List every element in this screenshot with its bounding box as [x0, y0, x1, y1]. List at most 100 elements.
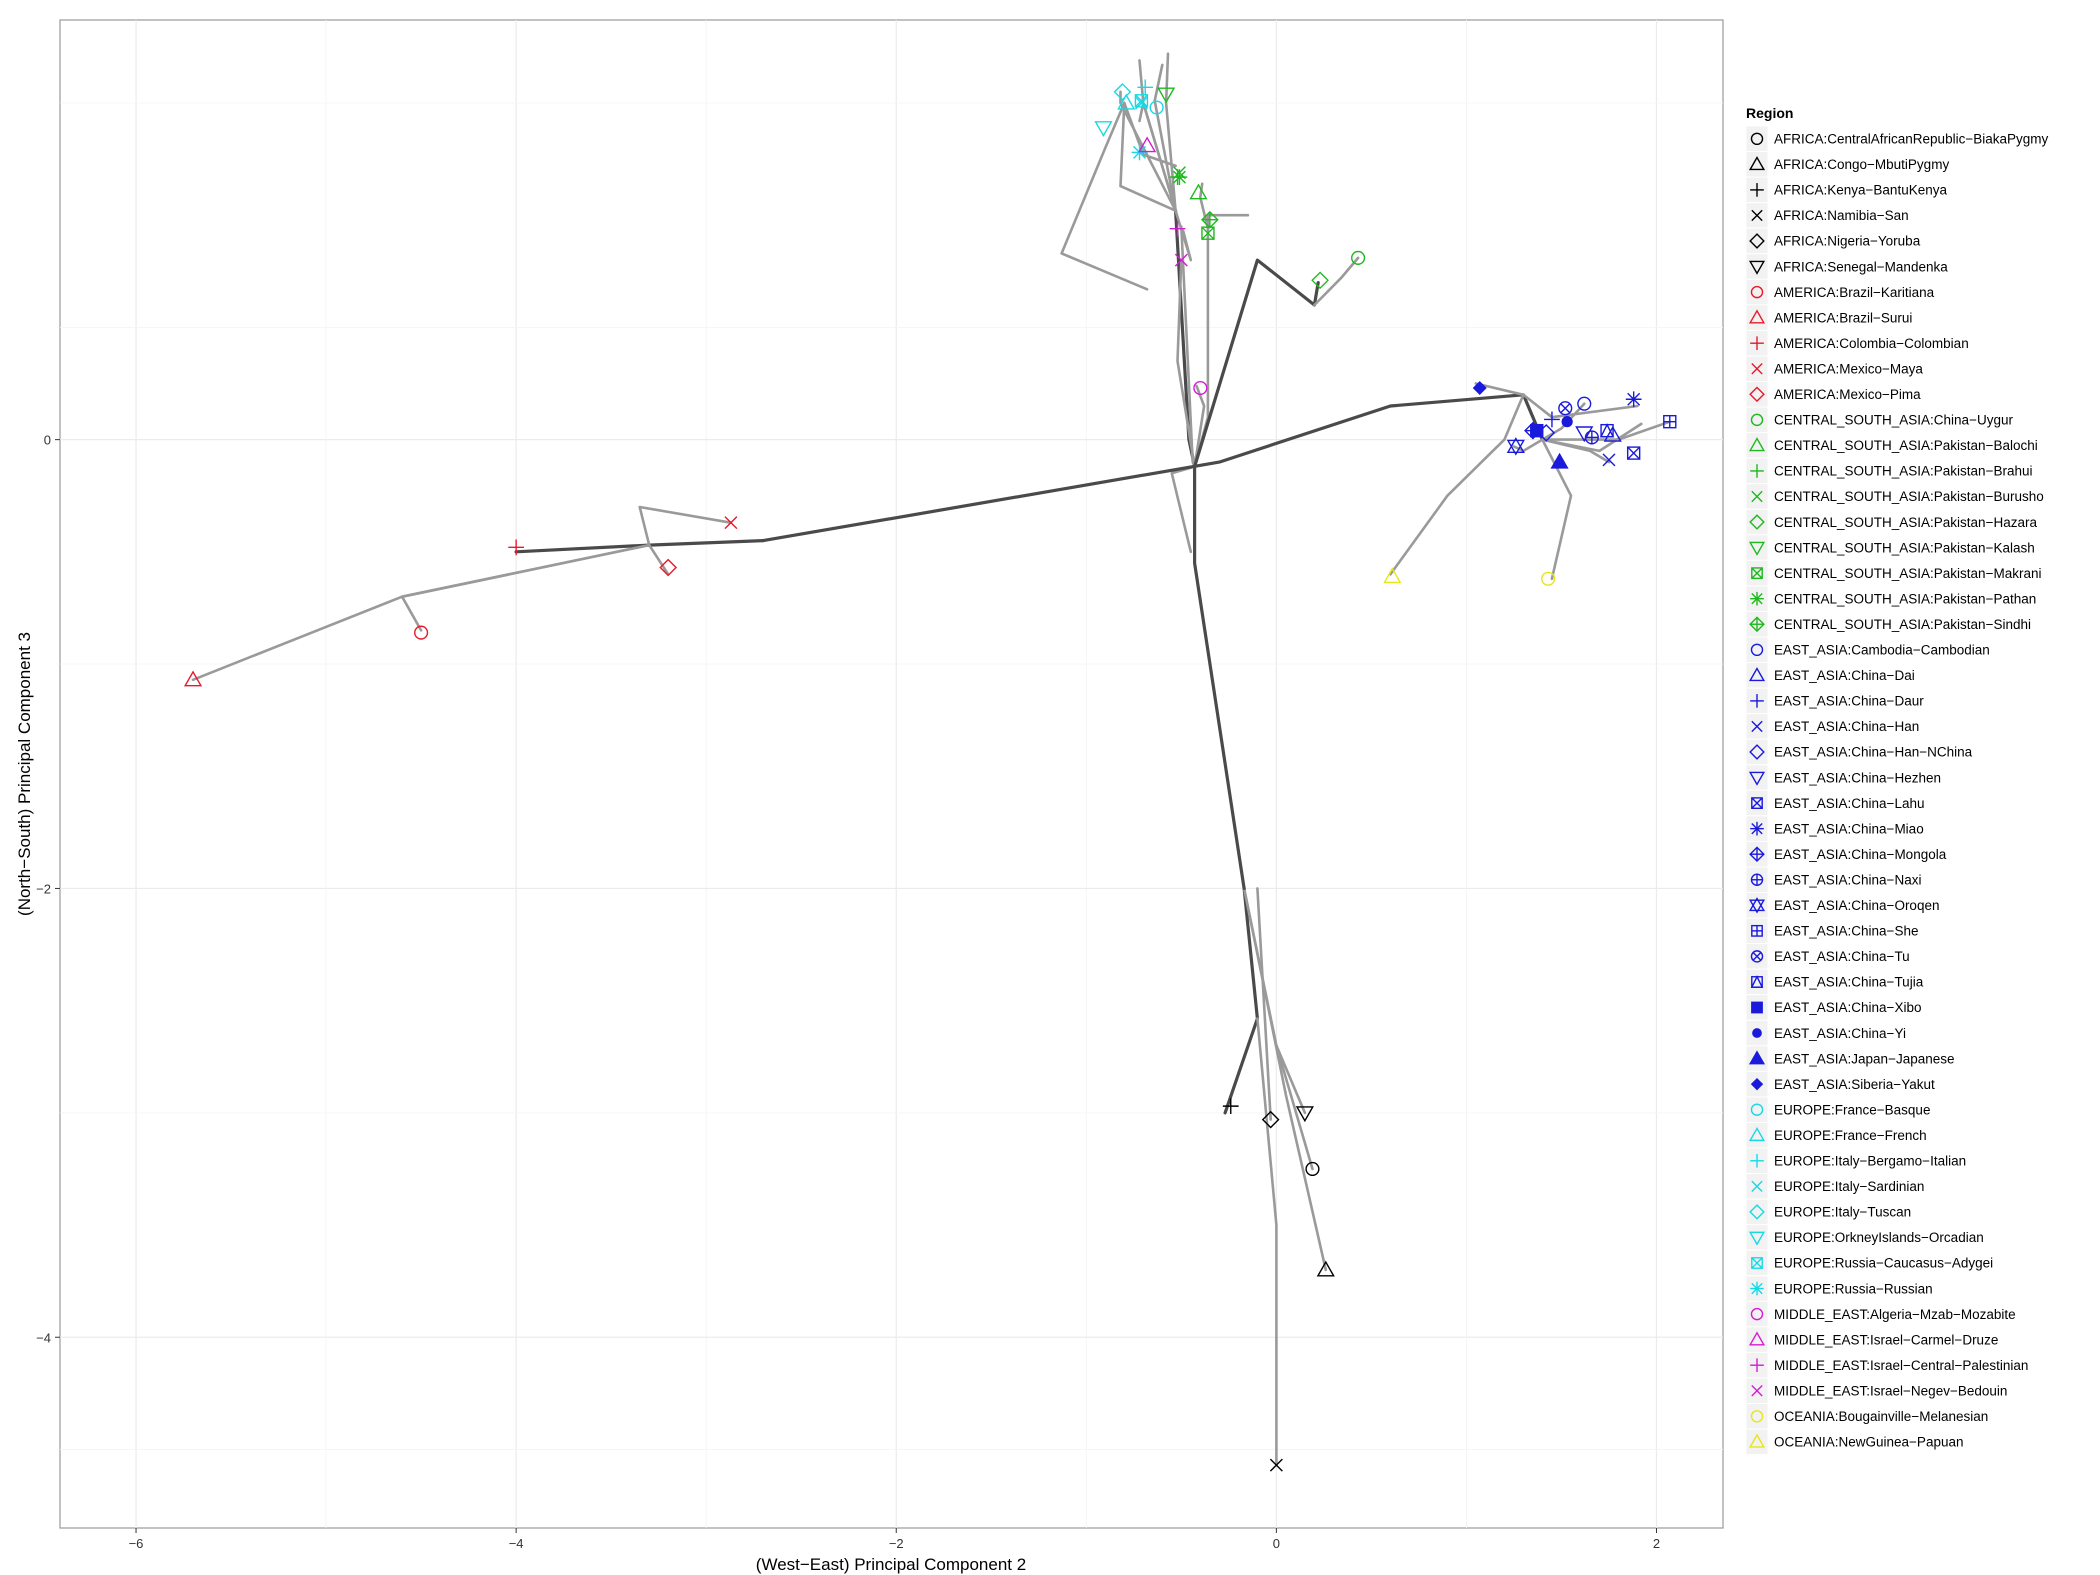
legend-key — [1748, 1231, 1766, 1246]
legend-key — [1751, 1257, 1763, 1269]
grid-layer — [60, 20, 1723, 1528]
data-point — [1149, 100, 1164, 115]
data-point — [1625, 391, 1642, 408]
legend-label: EAST_ASIA:Siberia−Yakut — [1774, 1077, 1935, 1092]
legend-key-box — [1745, 151, 1769, 178]
legend-key — [1750, 132, 1764, 146]
data-point — [1295, 1106, 1314, 1123]
legend-key — [1751, 209, 1763, 222]
legend-key — [1750, 285, 1764, 299]
data-point — [1174, 253, 1188, 267]
legend-key — [1750, 1307, 1764, 1321]
legend-key — [1749, 744, 1765, 760]
tree-edge — [1541, 438, 1573, 581]
legend-label: AMERICA:Mexico−Maya — [1774, 361, 1923, 376]
legend-key-box — [1745, 432, 1769, 459]
legend-key — [1750, 643, 1764, 657]
data-point — [1472, 381, 1487, 396]
data-point — [1599, 423, 1615, 438]
legend-label: EAST_ASIA:China−Naxi — [1774, 872, 1921, 887]
data-point — [414, 625, 429, 640]
legend-label: CENTRAL_SOUTH_ASIA:Pakistan−Pathan — [1774, 591, 2036, 606]
legend-label: EAST_ASIA:China−Oroqen — [1774, 898, 1939, 913]
y-tick-label: −2 — [36, 881, 51, 896]
legend-label: EAST_ASIA:China−Han−NChina — [1774, 745, 1973, 760]
data-point — [1316, 1260, 1335, 1277]
legend-label: EAST_ASIA:China−Tujia — [1774, 975, 1924, 990]
legend: Region AFRICA:CentralAfricanRepublic−Bia… — [1745, 105, 2048, 1456]
legend-key — [1749, 846, 1765, 863]
legend-label: CENTRAL_SOUTH_ASIA:China−Uygur — [1774, 413, 2013, 428]
legend-label: EUROPE:Italy−Bergamo−Italian — [1774, 1154, 1966, 1169]
legend-key — [1748, 541, 1766, 556]
legend-key — [1750, 821, 1764, 836]
data-point — [1131, 144, 1148, 161]
legend-label: EAST_ASIA:China−Tu — [1774, 949, 1910, 964]
legend-label: CENTRAL_SOUTH_ASIA:Pakistan−Sindhi — [1774, 617, 2031, 632]
legend-key-box — [1745, 1300, 1769, 1328]
legend-label: CENTRAL_SOUTH_ASIA:Pakistan−Hazara — [1774, 515, 2037, 530]
data-point — [1305, 1161, 1320, 1177]
data-point — [1577, 396, 1592, 411]
legend-label: EUROPE:France−Basque — [1774, 1102, 1930, 1117]
legend-label: EAST_ASIA:Cambodia−Cambodian — [1774, 643, 1990, 658]
tree-edge — [1389, 393, 1525, 576]
plot-panel — [59, 19, 1724, 1529]
legend-key — [1748, 1433, 1766, 1448]
legend-key — [1748, 309, 1766, 324]
legend-label: EAST_ASIA:China−Xibo — [1774, 1000, 1921, 1015]
legend-key — [1751, 567, 1763, 580]
x-tick-label: 2 — [1653, 1536, 1660, 1551]
legend-key-box — [1745, 1121, 1769, 1149]
legend-key — [1749, 514, 1765, 530]
legend-label: MIDDLE_EAST:Algeria−Mzab−Mozabite — [1774, 1307, 2016, 1322]
data-point — [1544, 411, 1560, 428]
legend-key-box — [1745, 1096, 1769, 1123]
legend-label: EAST_ASIA:Japan−Japanese — [1774, 1051, 1955, 1066]
x-tick-label: −6 — [129, 1536, 144, 1551]
data-point — [659, 558, 678, 577]
legend-key — [1750, 591, 1764, 606]
legend-key — [1748, 437, 1766, 452]
legend-key — [1750, 413, 1764, 427]
legend-key — [1750, 464, 1764, 478]
data-point — [1311, 271, 1329, 290]
legend-label: MIDDLE_EAST:Israel−Negev−Bedouin — [1774, 1383, 2007, 1398]
legend-label: CENTRAL_SOUTH_ASIA:Pakistan−Brahui — [1774, 464, 2032, 479]
legend-key — [1749, 1204, 1765, 1220]
legend-key — [1750, 183, 1764, 197]
legend-key-box — [1745, 764, 1769, 791]
data-point — [1269, 1458, 1283, 1472]
legend-label: AFRICA:CentralAfricanRepublic−BiakaPygmy — [1774, 132, 2048, 147]
legend-label: AFRICA:Namibia−San — [1774, 208, 1909, 223]
data-point — [1626, 446, 1641, 460]
legend-key-box — [1745, 1224, 1769, 1251]
legend-label: EUROPE:Italy−Tuscan — [1774, 1205, 1911, 1220]
data-point — [1561, 416, 1573, 428]
legend-key — [1750, 1358, 1764, 1373]
legend-key-box — [1745, 406, 1769, 434]
legend-label: EAST_ASIA:China−Han — [1774, 719, 1919, 734]
legend-key — [1751, 1385, 1763, 1397]
legend-label: EAST_ASIA:China−Daur — [1774, 694, 1924, 709]
data-point — [1584, 430, 1599, 445]
data-point — [1383, 567, 1402, 584]
legend-label: EUROPE:OrkneyIslands−Orcadian — [1774, 1230, 1984, 1245]
legend-key — [1748, 1050, 1766, 1065]
tree-edge — [1541, 438, 1611, 464]
legend-label: EAST_ASIA:China−Miao — [1774, 821, 1924, 836]
legend-label: AFRICA:Kenya−BantuKenya — [1774, 183, 1947, 198]
legend-title: Region — [1746, 105, 1793, 121]
legend-label: EAST_ASIA:China−Dai — [1774, 668, 1915, 683]
y-axis-label: (North−South) Principal Component 3 — [15, 632, 34, 916]
legend-key — [1750, 950, 1764, 963]
legend-key — [1750, 336, 1764, 351]
axis-ticks: −6 −4 −2 0 2 −4 −2 0 — [36, 433, 1660, 1551]
legend-label: EAST_ASIA:China−Hezhen — [1774, 770, 1941, 785]
legend-key-box — [1745, 534, 1769, 561]
tree-edge — [1541, 402, 1586, 441]
legend-key — [1748, 771, 1766, 786]
legend-label: AMERICA:Mexico−Pima — [1774, 387, 1921, 402]
tree-edge — [1193, 384, 1206, 468]
